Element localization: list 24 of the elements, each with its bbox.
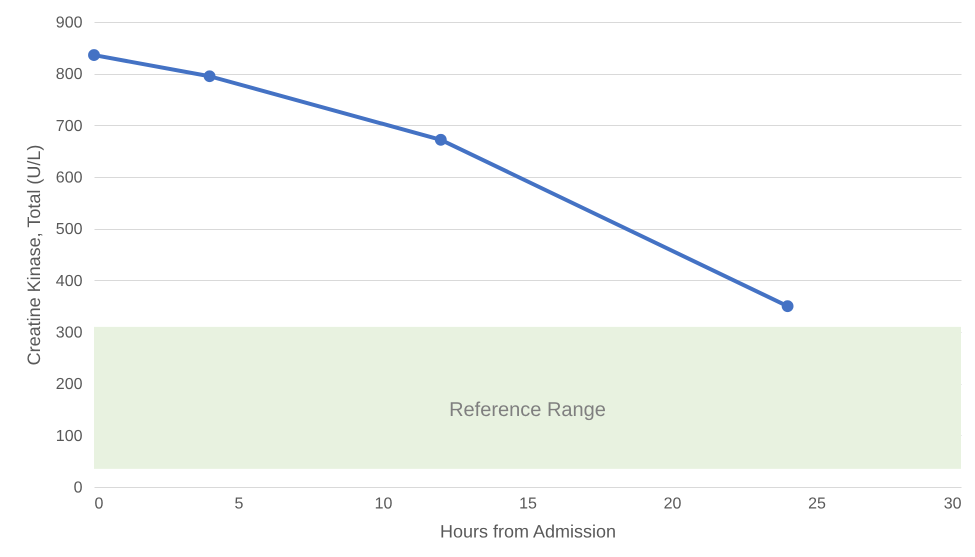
- y-tick-label: 200: [56, 376, 83, 394]
- x-tick-label: 30: [944, 496, 962, 512]
- point: [434, 134, 447, 146]
- y-tick-label: 400: [56, 272, 83, 290]
- point: [782, 300, 794, 312]
- y-tick-label: 300: [56, 324, 83, 342]
- y-tick-label: 600: [56, 170, 83, 186]
- x-tick-label: 5: [234, 496, 244, 512]
- y-tick-label: 700: [56, 118, 83, 135]
- x-tick-label: 15: [519, 496, 537, 512]
- x-tick-label: 25: [808, 496, 826, 512]
- band-label: Reference Range: [449, 398, 606, 421]
- y-tick-label: 900: [56, 14, 83, 32]
- y-tick-label: 500: [56, 221, 83, 238]
- y-axis-title: Creatine Kinase, Total (U/L): [24, 144, 44, 366]
- x-tick-label: 0: [94, 496, 104, 512]
- x-tick-label: 20: [664, 496, 682, 512]
- point: [88, 49, 100, 61]
- x-tick-label: 10: [374, 496, 392, 512]
- point: [204, 70, 216, 82]
- y-tick-label: 0: [74, 480, 83, 496]
- x-axis-title: Hours from Admission: [440, 522, 616, 542]
- y-tick-label: 100: [56, 428, 83, 445]
- y-tick-label: 800: [56, 66, 83, 84]
